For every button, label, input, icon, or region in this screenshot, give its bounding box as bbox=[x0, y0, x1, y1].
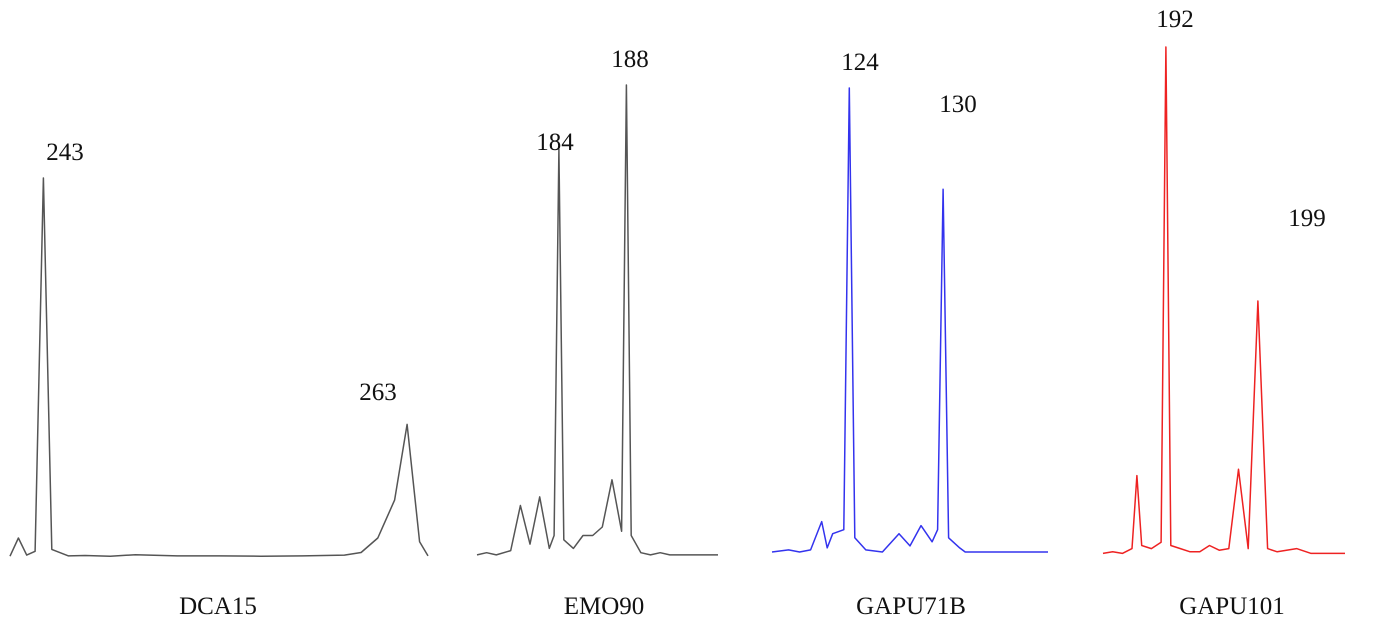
chart-panel-gapu71b: 124 130 GAPU71B bbox=[771, 49, 1048, 620]
series-line-gapu71b bbox=[771, 87, 1048, 553]
marker-label: GAPU71B bbox=[856, 593, 966, 620]
peak-label: 192 bbox=[1156, 6, 1194, 33]
peak-label: 130 bbox=[939, 91, 977, 118]
chart-panel-emo90: 184 188 EMO90 bbox=[476, 46, 718, 620]
peak-label: 199 bbox=[1288, 205, 1326, 232]
series-line-emo90 bbox=[476, 84, 718, 556]
peak-label: 188 bbox=[611, 46, 649, 73]
marker-label: EMO90 bbox=[564, 593, 645, 620]
marker-label: GAPU101 bbox=[1179, 593, 1285, 620]
series-line-gapu101 bbox=[1102, 46, 1345, 555]
peak-label: 263 bbox=[359, 379, 397, 406]
series-line-dca15 bbox=[9, 177, 429, 557]
peak-label: 184 bbox=[536, 129, 574, 156]
peak-label: 124 bbox=[841, 49, 879, 76]
peak-label: 243 bbox=[46, 139, 84, 166]
chart-panel-gapu101: 192 199 GAPU101 bbox=[1102, 6, 1345, 620]
marker-label: DCA15 bbox=[179, 593, 257, 620]
chart-panel-dca15: 243 263 DCA15 bbox=[9, 139, 429, 620]
